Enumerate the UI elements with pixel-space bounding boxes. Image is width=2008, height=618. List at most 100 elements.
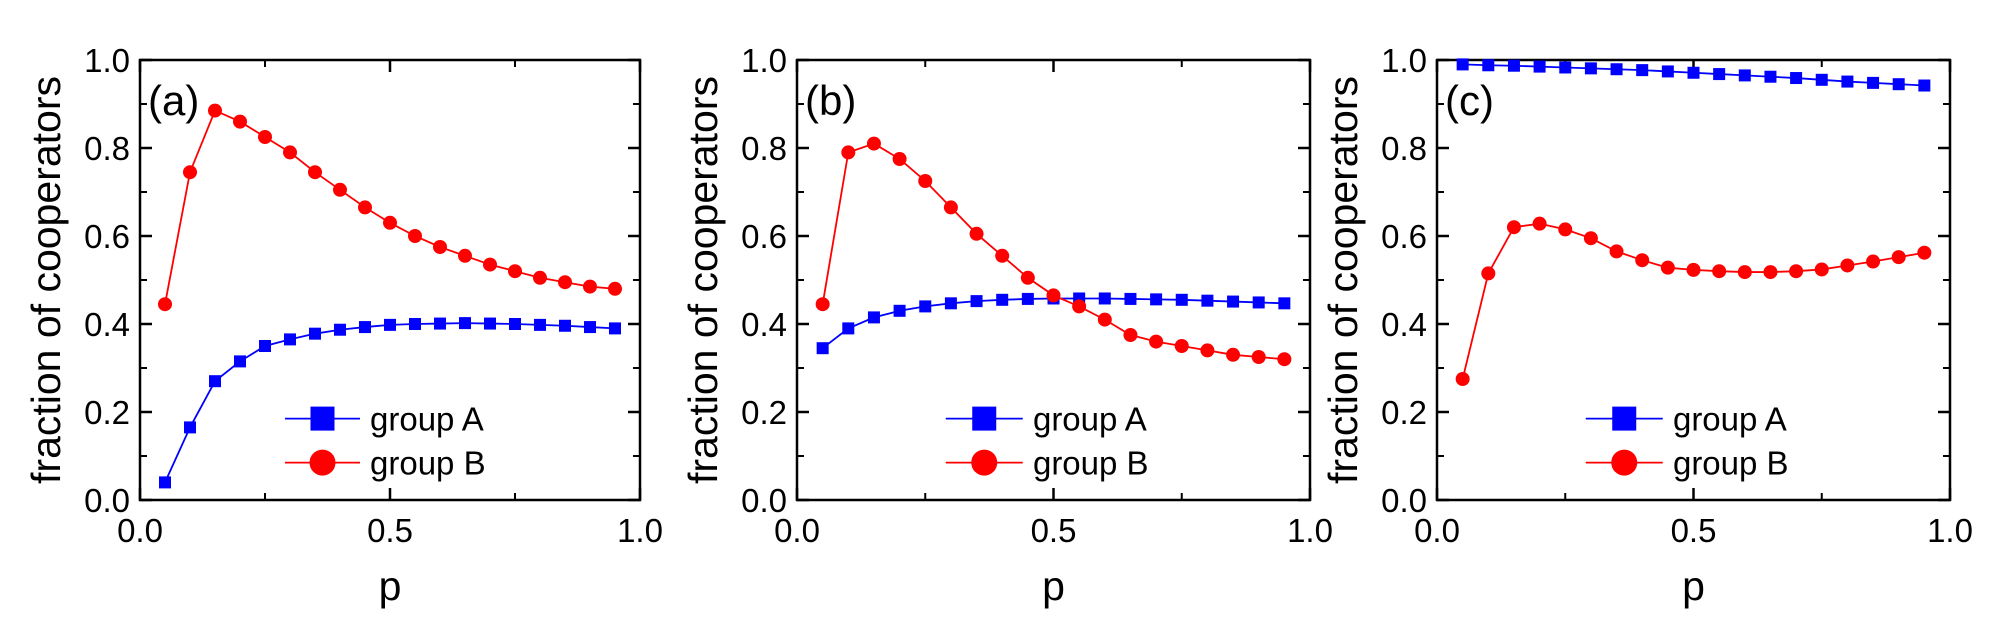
data-point: [1609, 244, 1624, 259]
series-group-b: [815, 136, 1292, 367]
y-tick-label: 0.0: [1381, 482, 1427, 519]
data-point: [1149, 334, 1164, 349]
data-point: [433, 240, 447, 254]
y-axis-title: fraction of cooperators: [23, 76, 69, 484]
data-point: [159, 476, 171, 489]
x-tick-label: 0.5: [1671, 512, 1717, 549]
data-point: [284, 333, 296, 346]
data-point: [458, 248, 472, 263]
x-tick-label: 0.0: [1414, 512, 1460, 549]
data-point: [1583, 231, 1598, 246]
x-tick-label: 0.5: [367, 512, 413, 549]
data-point: [1917, 245, 1932, 260]
data-point: [1252, 296, 1265, 309]
data-point: [309, 327, 321, 340]
legend-marker: [972, 406, 997, 431]
y-tick-label: 0.0: [741, 482, 787, 519]
data-point: [233, 114, 247, 129]
data-point: [1737, 265, 1752, 280]
data-point: [995, 248, 1010, 263]
data-point: [1506, 220, 1521, 235]
x-tick-label: 1.0: [1927, 512, 1973, 549]
data-point: [893, 304, 906, 317]
data-point: [1558, 222, 1573, 237]
data-point: [969, 226, 984, 241]
data-point: [1533, 60, 1546, 73]
data-point: [842, 322, 855, 335]
data-point: [283, 145, 297, 160]
data-point: [384, 318, 396, 331]
legend-label: group B: [1033, 445, 1149, 482]
y-tick-label: 0.4: [1381, 306, 1427, 343]
data-point: [1227, 295, 1240, 308]
legend-marker: [1612, 406, 1637, 431]
data-point: [1507, 59, 1520, 72]
legend-label: group A: [1673, 401, 1787, 438]
data-point: [892, 152, 907, 166]
data-point: [1814, 262, 1829, 277]
y-tick-label: 0.8: [1381, 130, 1427, 167]
data-point: [1712, 264, 1727, 279]
data-point: [1866, 254, 1881, 269]
y-tick-label: 0.6: [1381, 218, 1427, 255]
series-line: [1461, 222, 1925, 380]
data-point: [259, 340, 271, 352]
data-point: [534, 318, 546, 331]
data-point: [1124, 292, 1137, 305]
series-group-a: [1456, 58, 1931, 92]
y-axis-title: fraction of cooperators: [680, 76, 726, 484]
data-point: [1150, 293, 1163, 306]
legend-marker: [309, 449, 336, 476]
y-tick-label: 0.6: [741, 218, 787, 255]
data-point: [996, 293, 1009, 306]
data-point: [1764, 70, 1777, 83]
data-point: [1789, 264, 1804, 279]
y-tick-label: 1.0: [1381, 42, 1427, 79]
data-point: [1278, 297, 1291, 310]
data-point: [867, 311, 880, 324]
x-axis-title: p: [1042, 563, 1065, 609]
data-point: [1840, 258, 1855, 273]
data-point: [1892, 78, 1905, 91]
data-point: [1763, 265, 1778, 280]
data-point: [1918, 79, 1931, 92]
data-point: [1815, 73, 1828, 86]
data-point: [1481, 266, 1496, 281]
data-point: [1584, 62, 1597, 75]
x-tick-label: 1.0: [617, 512, 663, 549]
data-point: [583, 279, 597, 294]
data-point: [308, 165, 322, 180]
data-point: [1841, 75, 1854, 88]
data-point: [158, 297, 172, 312]
panel-a: 0.0 0.5 1.0 0.0 0.2 0.4 0.6 0.8 1.0 p fraction of …: [23, 42, 663, 609]
data-point: [359, 321, 371, 334]
data-point: [1200, 343, 1215, 358]
data-point: [234, 355, 246, 368]
data-point: [1175, 293, 1188, 306]
series-group-a: [159, 317, 621, 489]
data-point: [816, 342, 829, 355]
data-point: [1660, 260, 1675, 275]
data-point: [1174, 339, 1189, 353]
data-point: [1123, 328, 1138, 342]
data-point: [1277, 352, 1292, 367]
x-axis-title: p: [1682, 563, 1705, 609]
data-point: [815, 297, 830, 312]
data-point: [1790, 72, 1803, 85]
data-point: [1635, 253, 1650, 268]
data-point: [1532, 216, 1547, 231]
data-point: [1456, 58, 1469, 71]
y-tick-label: 0.2: [741, 394, 787, 431]
data-point: [508, 264, 522, 279]
legend: group A group B: [285, 401, 486, 482]
data-point: [1738, 69, 1751, 82]
legend-label: group A: [370, 401, 484, 438]
legend: group A group B: [945, 401, 1149, 482]
x-tick-label: 0.5: [1031, 512, 1077, 549]
data-point: [383, 215, 397, 230]
data-point: [1559, 61, 1572, 74]
data-point: [919, 300, 932, 313]
data-point: [970, 295, 983, 308]
series-group-b: [158, 103, 622, 312]
